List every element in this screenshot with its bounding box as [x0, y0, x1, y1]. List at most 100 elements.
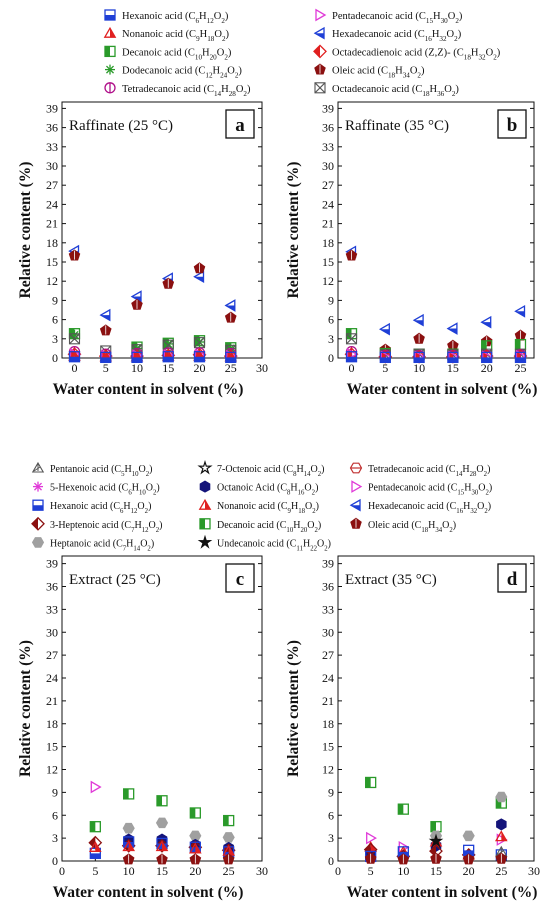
series-octadecanoic-acid: [68, 333, 237, 357]
y-axis-label: Relative content (%): [285, 640, 302, 777]
series-heptanoic-acid: [429, 791, 508, 842]
legend-item-octanoic-acid: Octanoic Acid (C8H16O2): [199, 480, 318, 496]
y-tick-label: 9: [328, 293, 334, 307]
data-point: [480, 315, 492, 329]
data-point: [462, 830, 475, 842]
y-tick-label: 21: [322, 694, 334, 708]
legend-label: Hexanoic acid (C6H12O2): [122, 11, 229, 25]
legend-label: Hexadecanoic acid (C16H32O2): [368, 501, 491, 515]
y-tick-label: 36: [46, 121, 58, 135]
legend-marker-octadecadienoic-acid-z-z: [313, 44, 327, 59]
data-point: [363, 842, 378, 857]
series-dodecanoic-acid: [69, 329, 236, 354]
data-point: [155, 817, 169, 829]
data-point: [68, 351, 81, 363]
y-tick-label: 6: [328, 808, 334, 822]
series-oleic-acid: [364, 852, 508, 865]
legend-item-nonanoic-acid: Nonanoic acid (C9H18O2): [198, 498, 319, 515]
x-tick-label: 25: [223, 864, 235, 878]
data-point: [379, 351, 391, 364]
data-point: [413, 332, 425, 344]
legend-item-dodecanoic-acid: Dodecanoic acid (C12H24O2): [105, 64, 242, 80]
y-tick-label: 18: [46, 236, 58, 250]
y-tick-label: 24: [46, 671, 58, 685]
data-point: [122, 853, 135, 865]
panel-letter: c: [236, 569, 244, 590]
series-decanoic-acid: [89, 788, 235, 833]
y-tick-label: 30: [46, 625, 58, 639]
y-tick-label: 33: [322, 602, 334, 616]
data-point: [89, 821, 101, 833]
legend-marker-hexadecanoic-acid: [313, 26, 325, 40]
series-tetradecanoic-acid: [68, 345, 237, 360]
x-tick-label: 30: [256, 864, 268, 878]
x-tick-label: 20: [194, 361, 206, 375]
x-tick-label: 30: [528, 864, 540, 878]
x-tick-label: 15: [430, 864, 442, 878]
x-tick-label: 25: [495, 864, 507, 878]
legend-marker-5-hexenoic-acid: [33, 481, 43, 492]
legend-label: Decanoic acid (C10H20O2): [217, 520, 321, 534]
x-tick-label: 5: [103, 361, 109, 375]
y-tick-label: 18: [46, 717, 58, 731]
data-point: [131, 351, 143, 364]
data-point: [222, 832, 235, 843]
legend-item-hexanoic-acid: Hexanoic acid (C6H12O2): [104, 9, 229, 25]
y-tick-label: 30: [322, 159, 334, 173]
legend-label: Nonanoic acid (C9H18O2): [217, 501, 319, 515]
x-tick-label: 20: [463, 864, 475, 878]
series-octadecadienoic-acid-z-z: [67, 347, 238, 364]
legend-item-octadecadienoic-acid-z-z: Octadecadienoic acid (Z,Z)- (C18H32O2): [313, 44, 501, 61]
plot-frame: [337, 555, 535, 862]
legend-marker-hexadecanoic-acid: [349, 498, 361, 512]
legend-label: Nonanoic acid (C9H18O2): [122, 29, 230, 43]
data-point: [495, 852, 508, 864]
legend-label: Tetradecanoic acid (C14H28O2): [368, 464, 490, 478]
legend-item-pentanoic-acid: Pentanoic acid (C5H10O2): [31, 461, 153, 478]
data-point: [122, 840, 136, 852]
legend-item-hexadecanoic-acid: Hexadecanoic acid (C16H32O2): [313, 26, 462, 43]
legend-item-heptanoic-acid: Heptanoic acid (C7H14O2): [31, 537, 154, 552]
data-point: [223, 814, 235, 827]
series-decanoic-acid: [365, 776, 507, 833]
y-tick-label: 27: [46, 648, 58, 662]
panel-letter: d: [507, 569, 518, 590]
panel-title: Raffinate (35 °C): [345, 118, 449, 134]
legend-label: Undecanoic acid (C11H22O2): [217, 538, 331, 552]
data-point: [413, 351, 425, 364]
plot-frame: [61, 101, 263, 359]
y-tick-label: 21: [322, 217, 334, 231]
y-tick-label: 33: [46, 140, 58, 154]
y-tick-label: 12: [46, 763, 58, 777]
x-tick-label: 10: [123, 864, 135, 878]
y-tick-label: 21: [46, 217, 58, 231]
series-octanoic-acid: [123, 833, 234, 855]
series-hexadecanoic-acid: [68, 244, 236, 322]
data-point: [364, 852, 377, 864]
legend-marker-octadecanoic-acid: [314, 82, 326, 94]
x-tick-label: 0: [72, 361, 78, 375]
legend-marker-pentadecanoic-acid: [315, 8, 327, 22]
data-point: [222, 853, 235, 865]
data-point: [90, 780, 102, 794]
y-tick-label: 30: [46, 159, 58, 173]
series-oleic-acid: [122, 853, 235, 865]
legend-marker-hexanoic-acid: [104, 9, 116, 21]
series-decanoic-acid: [345, 328, 527, 360]
y-tick-label: 3: [328, 831, 334, 845]
y-tick-label: 9: [52, 785, 58, 799]
x-tick-label: 25: [514, 361, 526, 375]
data-point: [366, 831, 377, 845]
series-nonanoic-acid: [68, 349, 238, 362]
x-tick-label: 0: [59, 864, 65, 878]
data-point: [193, 262, 206, 274]
x-axis-label: Water content in solvent (%): [347, 381, 538, 398]
legend-marker-tetradecanoic-acid: [104, 82, 116, 94]
data-point: [224, 299, 236, 312]
data-point: [193, 351, 206, 363]
data-point: [379, 322, 390, 336]
